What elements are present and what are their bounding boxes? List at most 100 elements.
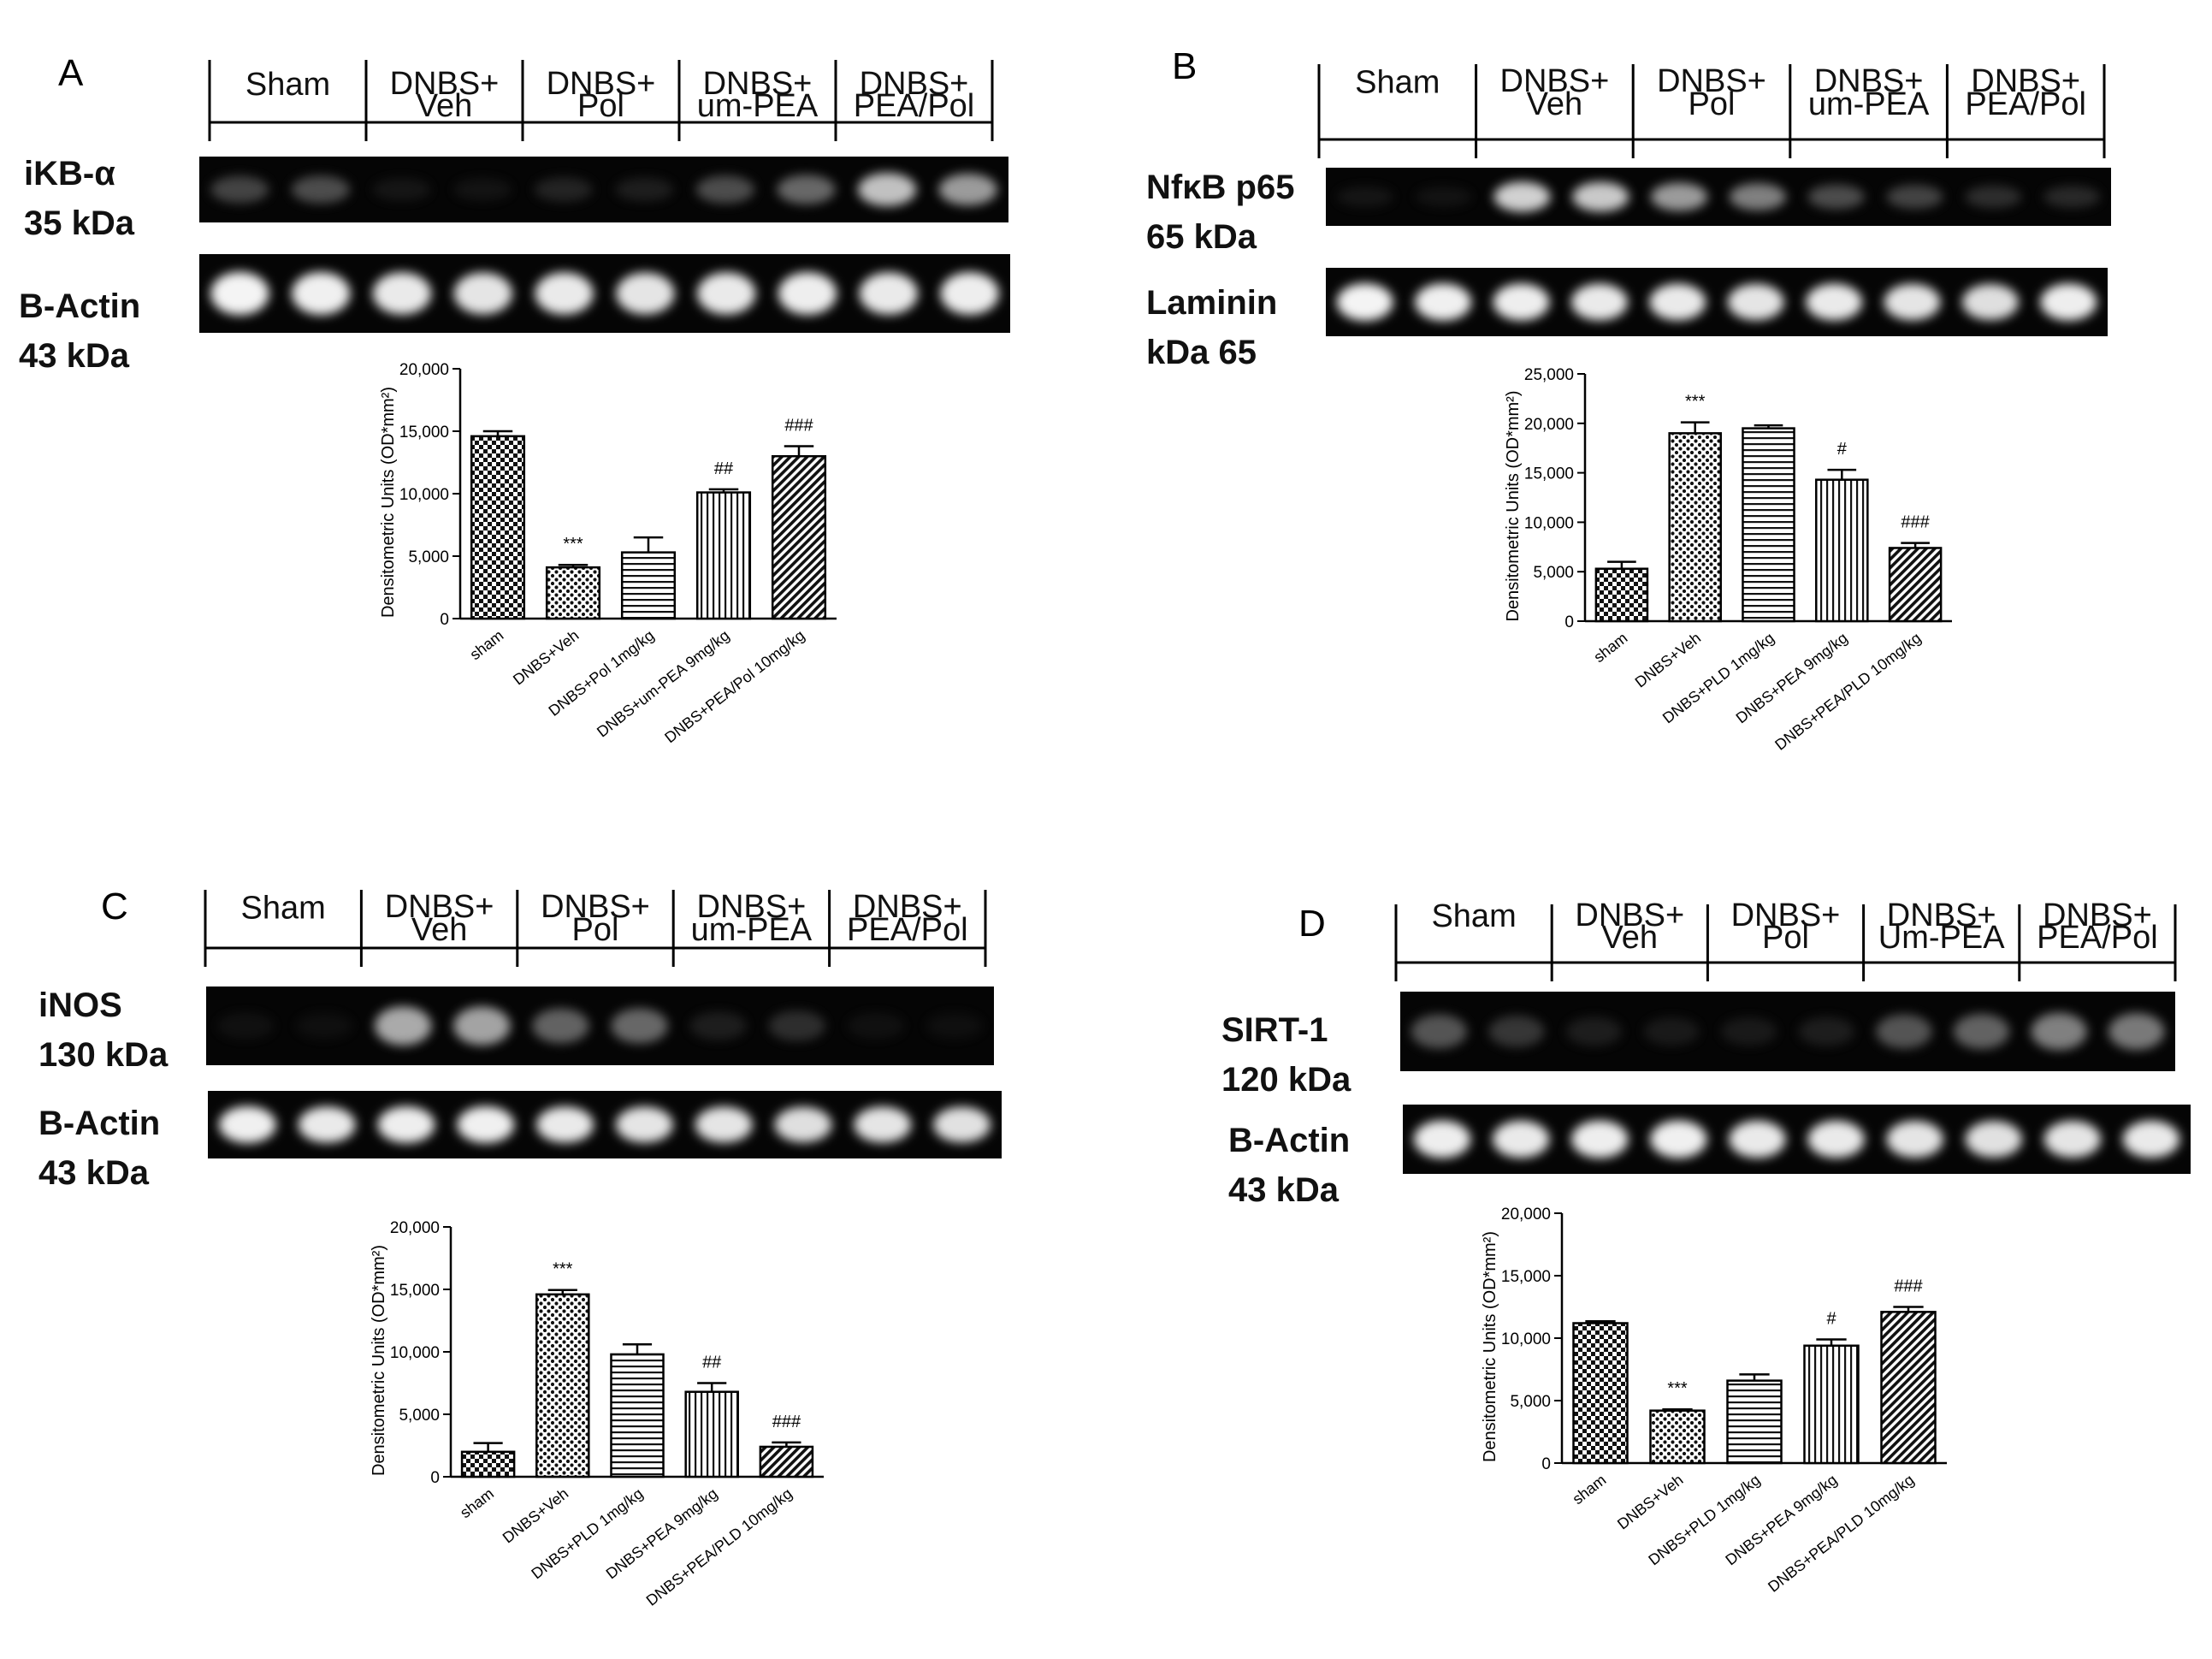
lane-label: DNBS+ Veh — [390, 66, 500, 124]
lane-label: DNBS+ Pol — [541, 889, 650, 948]
y-axis-label: Densitometric Units (OD*mm²) — [1481, 1231, 1499, 1462]
y-tick-label: 20,000 — [1501, 1206, 1551, 1224]
blot-protein-label: iNOS 130 kDa — [38, 987, 169, 1074]
blot-band — [615, 177, 674, 202]
bar-dnbs-pea-pld-10mg-kg — [759, 1445, 814, 1478]
lane-header: Sham DNBS+ Veh DNBS+ Pol DNBS+ Um-PEA DNBS+ PEA/… — [1394, 898, 2177, 981]
blot-band — [940, 272, 999, 315]
bar-dnbs-veh — [1649, 1409, 1706, 1465]
y-tick-label: 0 — [1564, 613, 1574, 631]
blot-band — [295, 1012, 353, 1040]
lane-header: Sham DNBS+ Veh DNBS+ Pol DNBS+ um-PEA DNBS+ PEA/… — [208, 60, 994, 141]
panel-c: Sham DNBS+ Veh DNBS+ Pol DNBS+ um-PEA DNBS+ PEA/… — [38, 889, 1002, 1609]
panel-a: Sham DNBS+ Veh DNBS+ Pol DNBS+ um-PEA DNBS+ PEA/… — [19, 60, 1010, 746]
blot-band — [611, 1008, 668, 1044]
blot-protein-label: SIRT-1 120 kDa — [1221, 1011, 1351, 1099]
panel-label-c: C — [101, 886, 128, 927]
y-tick-label: 10,000 — [399, 486, 449, 504]
category-label: DNBS+Veh — [500, 1484, 571, 1546]
lane-label: DNBS+ um-PEA — [1808, 63, 1930, 122]
category-label: DNBS+PEA/PLD 10mg/kg — [1765, 1471, 1917, 1595]
blot-band — [210, 175, 269, 204]
significance-label: ## — [714, 459, 734, 478]
significance-label: ### — [1894, 1277, 1923, 1296]
blot-band — [1650, 1120, 1707, 1158]
category-label: DNBS+um-PEA 9mg/kg — [594, 626, 732, 740]
significance-label: ## — [702, 1354, 722, 1372]
blot-c-2 — [208, 1091, 1002, 1158]
blot-band — [1413, 1120, 1471, 1158]
blot-band — [2031, 1012, 2087, 1051]
blot-band — [216, 1012, 275, 1040]
blot-band — [1493, 283, 1550, 321]
blot-band — [534, 177, 593, 202]
lane-label: Sham — [245, 67, 330, 103]
blot-band — [933, 1106, 991, 1143]
bar-dnbs-pol-1mg-kg — [620, 551, 677, 620]
y-tick-label: 20,000 — [390, 1219, 440, 1237]
lane-label: DNBS+ um-PEA — [691, 889, 813, 948]
panel-d: Sham DNBS+ Veh DNBS+ Pol DNBS+ Um-PEA DNBS+ PEA/… — [1221, 898, 2191, 1596]
y-tick-label: 5,000 — [1533, 564, 1574, 582]
blot-band — [1953, 1014, 2010, 1049]
bar-dnbs-pld-1mg-kg — [1726, 1379, 1783, 1465]
significance-label: *** — [553, 1260, 573, 1279]
blot-band — [532, 1008, 589, 1044]
blot-band — [1565, 1016, 1623, 1046]
blot-band — [938, 173, 997, 206]
blot-band — [2043, 186, 2101, 208]
blot-band — [1798, 1016, 1854, 1046]
blot-protein-label: B-Actin 43 kDa — [38, 1105, 160, 1192]
blot-band — [858, 172, 917, 207]
blot-band — [615, 1106, 673, 1143]
blot-b-2 — [1326, 268, 2108, 336]
bar-sham — [460, 1450, 516, 1478]
blot-band — [768, 1010, 825, 1041]
lane-label: DNBS+ Veh — [385, 889, 494, 948]
bar-dnbs-veh — [1668, 432, 1722, 623]
blot-band — [1807, 184, 1865, 210]
bar-dnbs-um-pea-9mg-kg — [695, 491, 752, 620]
panel-label-b: B — [1172, 45, 1197, 87]
blot-band — [1488, 1016, 1545, 1047]
blot-band — [1884, 283, 1941, 321]
blot-band — [2040, 283, 2097, 321]
blot-d-1 — [1400, 992, 2175, 1071]
lane-label: DNBS+ Pol — [1657, 63, 1766, 122]
blot-band — [1336, 187, 1393, 207]
blot-c-1 — [206, 987, 994, 1065]
lane-label: Sham — [1431, 898, 1516, 934]
significance-label: *** — [1685, 393, 1706, 412]
lane-label: DNBS+ Pol — [547, 66, 656, 124]
blot-band — [774, 1106, 832, 1143]
y-axis-label: Densitometric Units (OD*mm²) — [370, 1245, 388, 1476]
blot-band — [2108, 1013, 2165, 1050]
panel-b: Sham DNBS+ Veh DNBS+ Pol DNBS+ um-PEA DNBS+ PEA/… — [1146, 63, 2111, 754]
y-tick-label: 15,000 — [1524, 465, 1574, 483]
lane-label: DNBS+ um-PEA — [697, 66, 819, 124]
blot-band — [218, 1106, 276, 1143]
category-label: DNBS+PEA/PLD 10mg/kg — [1771, 629, 1924, 753]
blot-protein-label: Laminin kDa 65 — [1146, 284, 1277, 371]
bar-chart-b: 0 5,000 10,000 15,000 20,000 25,000Densitomet… — [1504, 366, 1952, 754]
significance-label: ### — [772, 1413, 801, 1431]
blot-protein-label: iKB-α 35 kDa — [24, 155, 135, 242]
blot-band — [1721, 1016, 1777, 1046]
blot-band — [453, 178, 512, 201]
bar-sham — [1572, 1322, 1629, 1465]
y-tick-label: 5,000 — [408, 548, 449, 566]
bar-dnbs-pea-pol-10mg-kg — [771, 454, 827, 620]
significance-label: *** — [563, 535, 583, 554]
blot-band — [1493, 181, 1551, 212]
y-tick-label: 15,000 — [1501, 1268, 1551, 1286]
blot-band — [847, 1012, 905, 1040]
blot-band — [291, 175, 350, 204]
blot-band — [1806, 283, 1863, 321]
y-axis-label: Densitometric Units (OD*mm²) — [379, 387, 398, 618]
bar-sham — [1594, 567, 1649, 623]
lane-label: Sham — [241, 891, 326, 927]
y-tick-label: 0 — [430, 1469, 440, 1487]
y-tick-label: 10,000 — [1501, 1330, 1551, 1348]
